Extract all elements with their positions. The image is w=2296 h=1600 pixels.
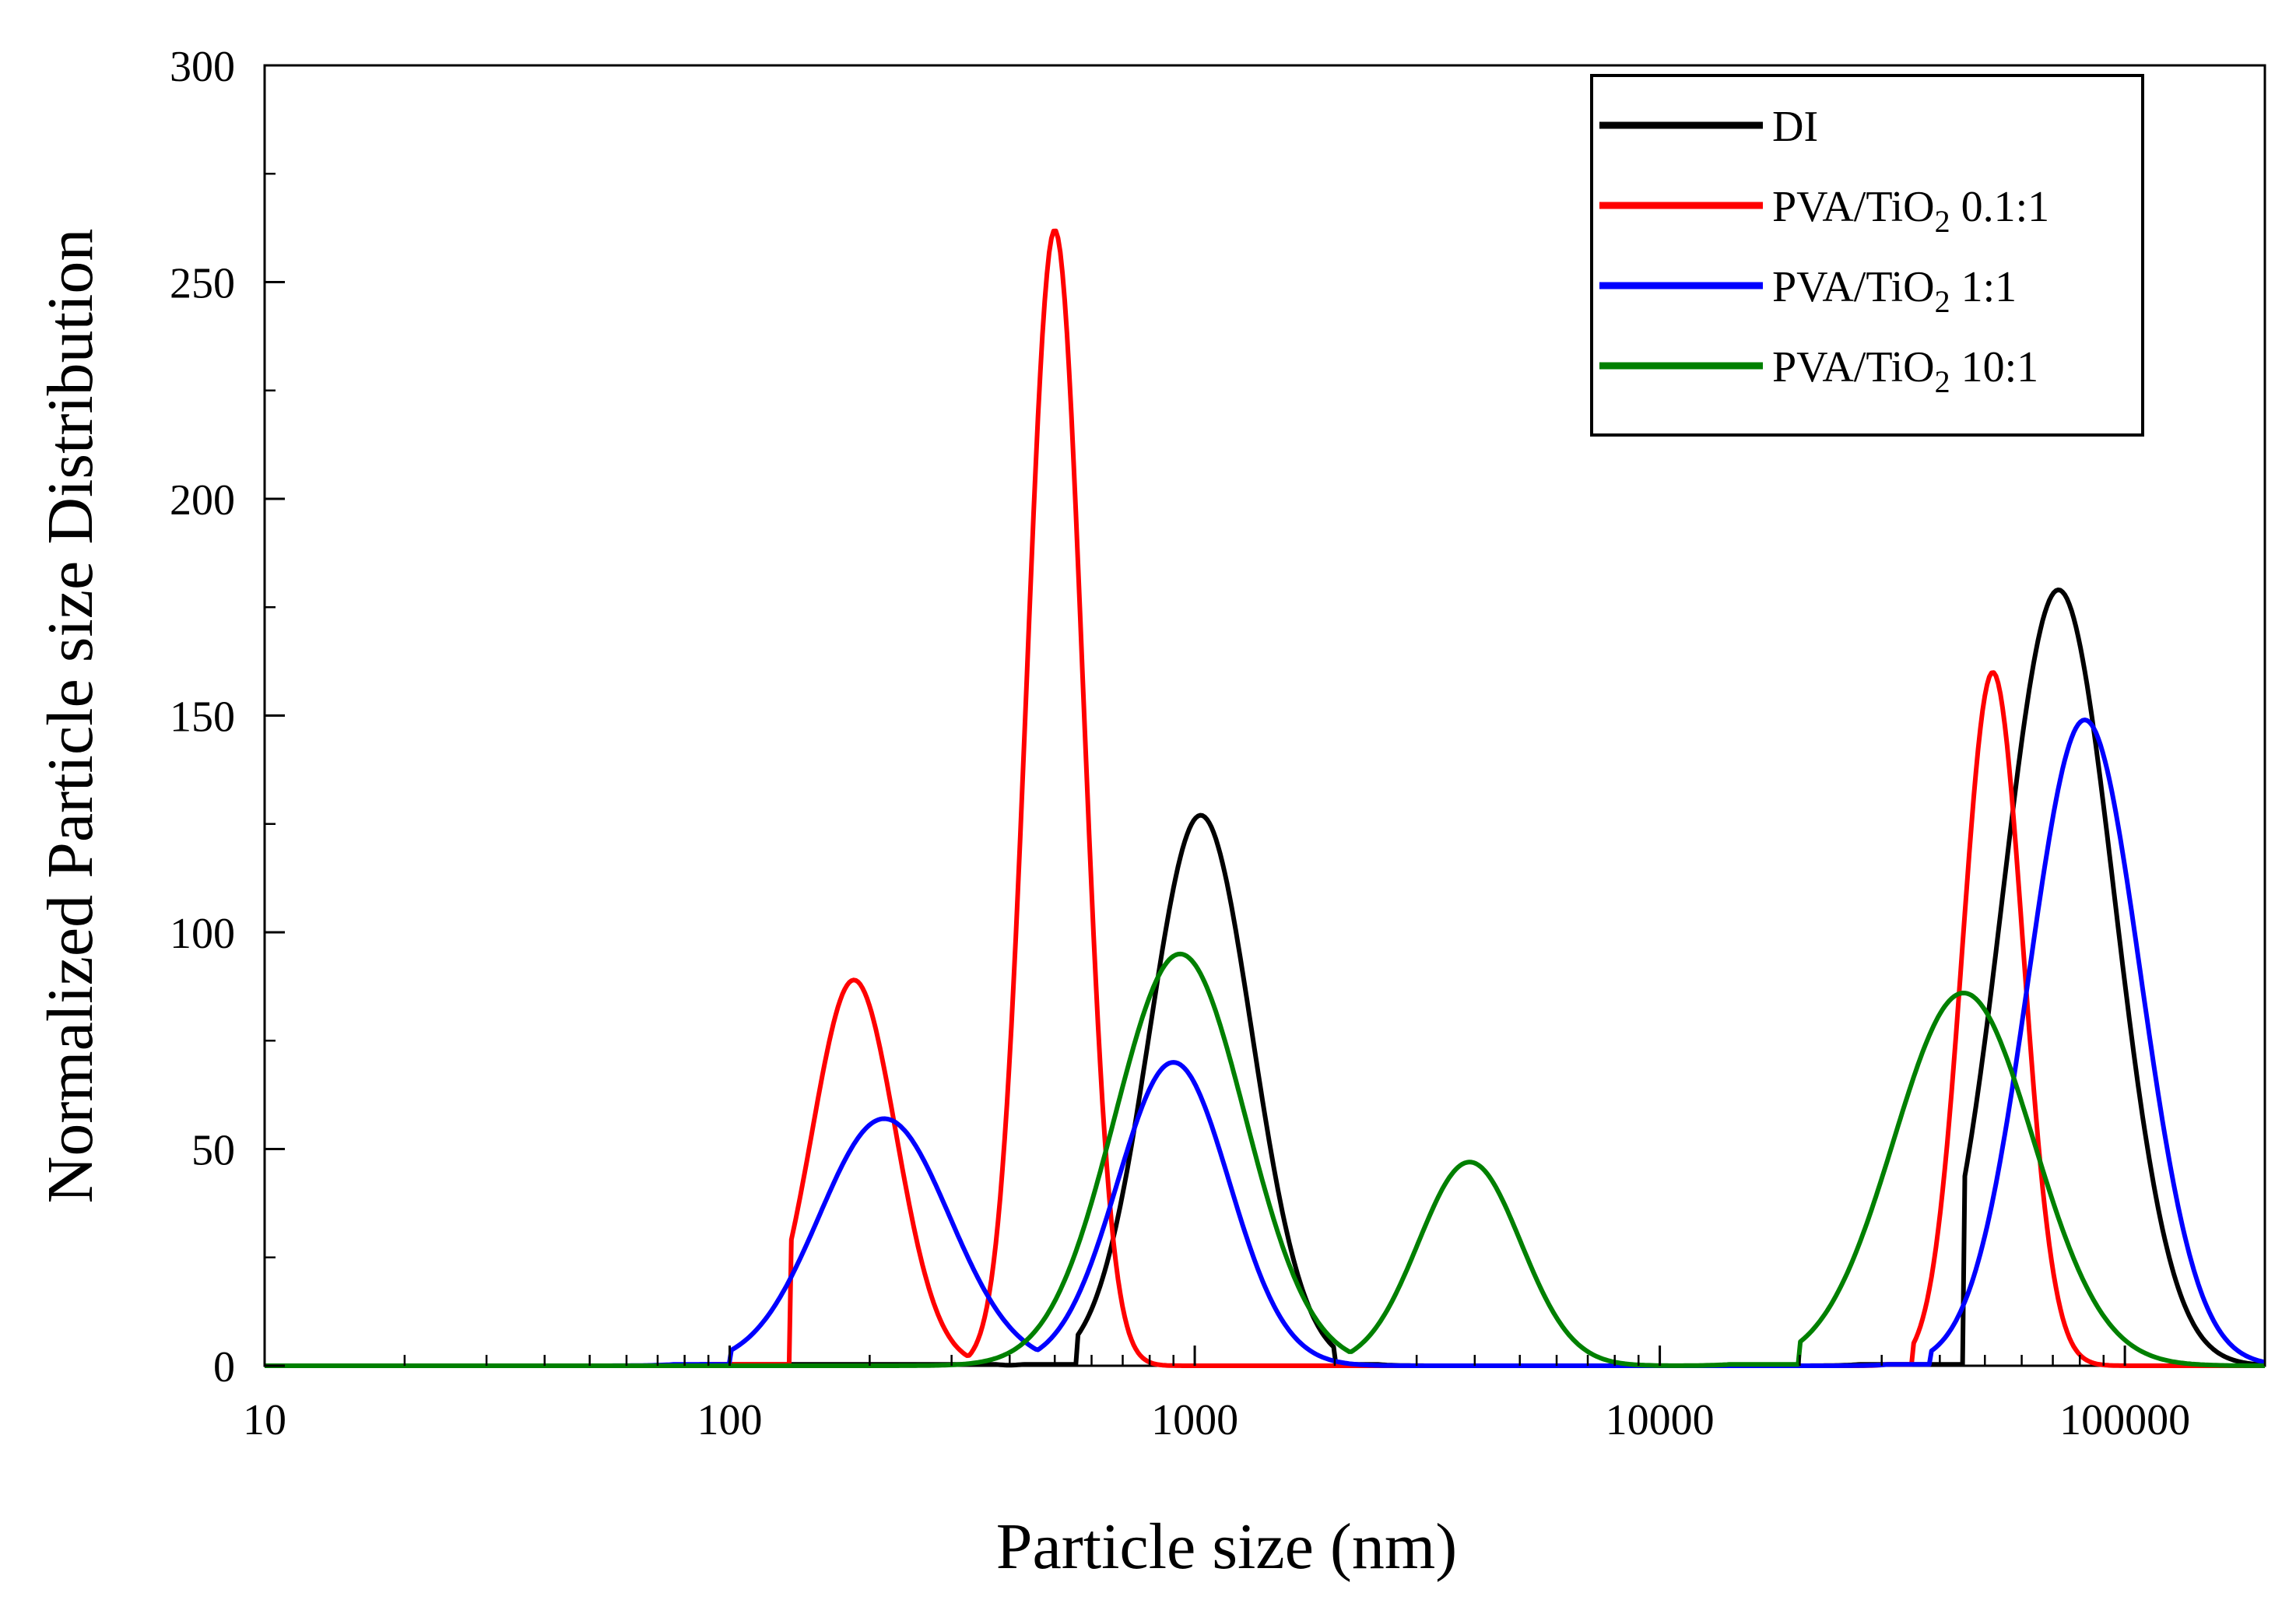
x-tick-label: 100000 [2059, 1396, 2190, 1444]
series-layer [264, 228, 2266, 1368]
tick-layer: 10 100 1000 10000 100000 0 50 100 150 200 250 300 [170, 43, 2266, 1444]
legend-label: PVA/TiO2 10:1 [1772, 343, 2038, 399]
y-tick-label: 150 [170, 693, 235, 742]
series-line-0 [264, 588, 2266, 1368]
y-tick-label: 250 [170, 260, 235, 308]
x-tick-label: 100 [697, 1396, 763, 1444]
series-line-3 [264, 951, 2266, 1368]
legend: DI PVA/TiO2 0.1:1 PVA/TiO2 1:1 PVA/TiO2 10:… [1590, 74, 2144, 437]
y-tick-label: 300 [170, 43, 235, 91]
legend-label: PVA/TiO2 0.1:1 [1772, 183, 2049, 239]
x-tick-label: 10000 [1606, 1396, 1715, 1444]
legend-label: PVA/TiO2 1:1 [1772, 263, 2017, 319]
x-axis-title: Particle size (nm) [996, 1511, 1457, 1583]
x-tick-label: 1000 [1151, 1396, 1238, 1444]
y-axis-title: Normalized Particle size Distribution [34, 229, 107, 1204]
legend-label: DI [1772, 103, 1818, 151]
y-tick-label: 50 [191, 1127, 235, 1175]
legend-box [1590, 74, 2144, 437]
y-tick-label: 100 [170, 910, 235, 958]
y-tick-label: 200 [170, 476, 235, 525]
y-tick-label: 0 [213, 1343, 235, 1391]
x-tick-label: 10 [243, 1396, 286, 1444]
